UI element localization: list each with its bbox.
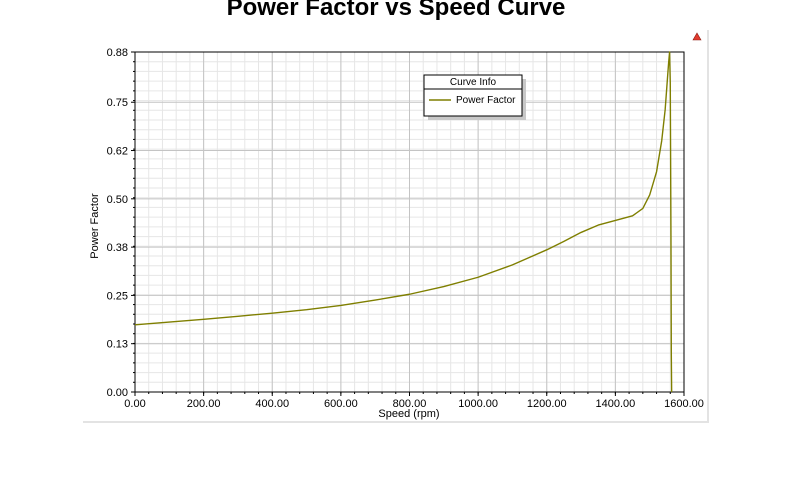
- y-tick-label: 0.50: [107, 194, 128, 206]
- plot-panel: 0.00 0.13 0.25 0.38 0.50 0.62 0.75 0.88 0.00 200…: [83, 30, 709, 423]
- x-tick-label: 400.00: [255, 398, 289, 410]
- x-axis-label: Speed (rpm): [378, 408, 439, 420]
- y-axis-ticks: 0.00 0.13 0.25 0.38 0.50 0.62 0.75 0.88: [107, 47, 135, 399]
- y-tick-label: 0.38: [107, 242, 128, 254]
- series-line-power-factor[interactable]: [134, 51, 673, 393]
- legend-header: Curve Info: [450, 77, 497, 88]
- minor-grid: [135, 52, 684, 392]
- legend[interactable]: Curve Info Power Factor: [423, 74, 526, 120]
- y-tick-label: 0.62: [107, 146, 128, 158]
- legend-entry-power-factor: Power Factor: [456, 95, 516, 106]
- y-tick-label: 0.75: [107, 97, 128, 109]
- x-tick-label: 1400.00: [595, 398, 635, 410]
- x-tick-label: 0.00: [124, 398, 145, 410]
- power-factor-chart: 0.00 0.13 0.25 0.38 0.50 0.62 0.75 0.88 0.00 200…: [89, 32, 704, 420]
- x-tick-label: 1600.00: [664, 398, 704, 410]
- x-axis-ticks: 0.00 200.00 400.00 600.00 800.00 1000.00 1200.…: [124, 392, 704, 410]
- y-tick-label: 0.00: [107, 387, 128, 399]
- x-tick-label: 800.00: [393, 398, 427, 410]
- major-grid: [135, 52, 684, 392]
- x-tick-label: 200.00: [187, 398, 221, 410]
- chart-title: Power Factor vs Speed Curve: [226, 0, 566, 21]
- y-tick-label: 0.88: [107, 47, 128, 59]
- warning-triangle-icon[interactable]: [692, 32, 702, 41]
- x-tick-label: 1200.00: [527, 398, 567, 410]
- y-tick-label: 0.13: [107, 339, 128, 351]
- y-tick-label: 0.25: [107, 290, 128, 302]
- y-axis-label: Power Factor: [89, 193, 101, 259]
- x-tick-label: 1000.00: [458, 398, 498, 410]
- series-layer: [134, 51, 673, 393]
- legend-box: [423, 74, 523, 117]
- x-tick-label: 600.00: [324, 398, 358, 410]
